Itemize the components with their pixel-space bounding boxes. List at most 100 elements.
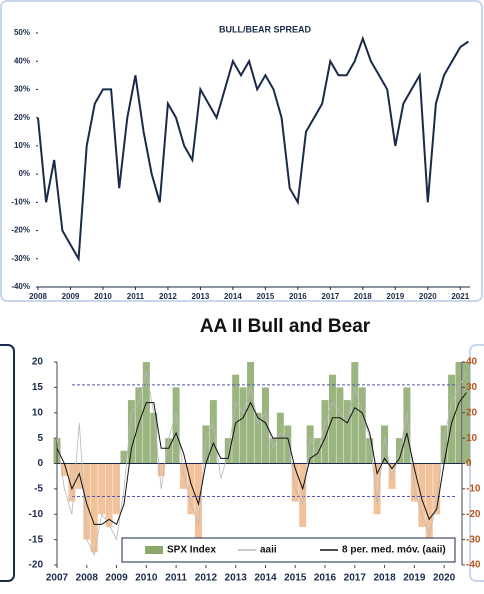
x-tick-label: 2014: [254, 573, 277, 584]
x-tick-label: 2020: [433, 573, 456, 584]
bar: [448, 374, 456, 464]
legend-label: 8 per. med. móv. (aaii): [342, 545, 446, 556]
y-tick-label: 50%: [14, 28, 30, 37]
legend-label: aaii: [260, 545, 277, 556]
y-tick-label: 10: [32, 407, 44, 418]
y-tick-label: 0%: [18, 169, 30, 178]
bar: [90, 463, 98, 553]
bar: [83, 463, 91, 540]
bar: [254, 412, 262, 464]
bar: [373, 463, 381, 515]
bar: [98, 463, 106, 515]
bar: [351, 362, 359, 464]
bar: [187, 463, 195, 515]
bar: [269, 438, 277, 464]
x-tick-label: 2015: [256, 292, 274, 301]
bar: [418, 463, 426, 527]
x-tick-label: 2019: [403, 573, 426, 584]
y2-tick-label: 20: [466, 407, 478, 418]
y-tick-label: 20: [32, 357, 44, 368]
bar: [388, 463, 396, 489]
bar: [194, 463, 202, 540]
x-tick-label: 2008: [29, 292, 47, 301]
bar: [172, 387, 180, 464]
x-tick-label: 2010: [94, 292, 112, 301]
bar: [157, 463, 165, 477]
y-tick-label: -10%: [11, 197, 30, 206]
bar: [60, 463, 68, 477]
bar: [462, 362, 470, 464]
bar: [455, 362, 463, 464]
x-tick-label: 2009: [105, 573, 128, 584]
bar: [358, 387, 366, 464]
side-panel: [0, 344, 15, 582]
bar: [232, 374, 240, 464]
x-tick-label: 2018: [373, 573, 396, 584]
x-tick-label: 2016: [289, 292, 307, 301]
y-tick-label: 10%: [14, 141, 30, 150]
bar: [261, 387, 269, 464]
x-tick-label: 2011: [165, 573, 187, 584]
y-tick-label: 0: [37, 458, 43, 469]
x-tick-label: 2017: [344, 573, 367, 584]
y-tick-label: 20%: [14, 113, 30, 122]
bar: [113, 463, 121, 515]
x-tick-label: 2013: [225, 573, 248, 584]
chart-title: BULL/BEAR SPREAD: [219, 24, 312, 34]
y2-tick-label: -40: [466, 560, 481, 571]
chart-title: AA II Bull and Bear: [200, 316, 371, 337]
series-line: [37, 35, 469, 263]
y-tick-label: 15: [32, 382, 44, 393]
legend-swatch: [145, 546, 163, 554]
bar: [440, 425, 448, 464]
bar: [284, 425, 292, 464]
legend-label: SPX Index: [167, 545, 216, 556]
bar: [105, 463, 113, 527]
bar: [75, 463, 83, 489]
y2-tick-label: -30: [466, 534, 481, 545]
bar: [202, 425, 210, 464]
y-tick-label: -15: [29, 534, 44, 545]
bar: [127, 400, 135, 464]
series-line: [56, 392, 467, 526]
series-line: [56, 371, 467, 557]
y2-tick-label: -10: [466, 484, 481, 495]
y2-tick-label: 30: [466, 382, 478, 393]
bar: [321, 400, 329, 464]
bar: [142, 362, 150, 464]
bar: [299, 463, 307, 527]
x-tick-label: 2021: [451, 292, 469, 301]
y2-tick-label: 0: [466, 458, 472, 469]
bar: [165, 438, 173, 464]
top-panel: [0, 0, 483, 302]
y-tick-label: 30%: [14, 85, 30, 94]
y-tick-label: -5: [34, 484, 43, 495]
bar: [247, 362, 255, 464]
bar: [291, 463, 299, 502]
y-tick-label: -20%: [11, 226, 30, 235]
x-tick-label: 2019: [386, 292, 404, 301]
x-tick-label: 2012: [195, 573, 218, 584]
x-tick-label: 2013: [192, 292, 210, 301]
x-tick-label: 2009: [62, 292, 80, 301]
x-tick-label: 2020: [419, 292, 437, 301]
y-tick-label: 5: [37, 433, 43, 444]
y-tick-label: 40%: [14, 56, 30, 65]
x-tick-label: 2015: [284, 573, 307, 584]
x-tick-label: 2018: [354, 292, 372, 301]
y2-tick-label: 10: [466, 433, 478, 444]
bar: [425, 463, 433, 553]
bar: [343, 400, 351, 464]
y-tick-label: -10: [29, 509, 44, 520]
bar: [395, 438, 403, 464]
x-tick-label: 2008: [76, 573, 99, 584]
x-tick-label: 2016: [314, 573, 337, 584]
bar: [314, 438, 322, 464]
bar: [433, 463, 441, 515]
bar: [336, 387, 344, 464]
y2-tick-label: -20: [466, 509, 481, 520]
bar: [209, 400, 217, 464]
bar: [180, 463, 188, 489]
